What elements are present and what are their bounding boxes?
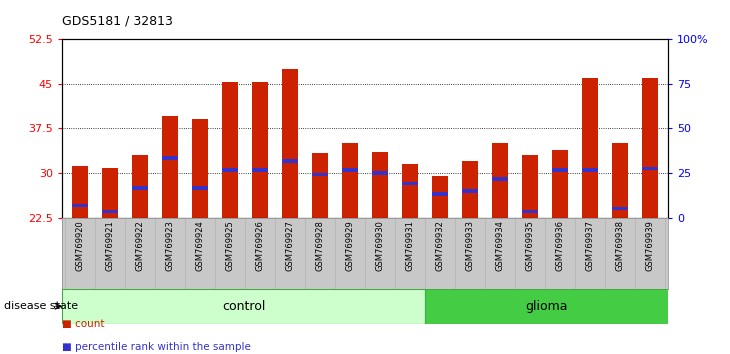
Text: GSM769931: GSM769931 bbox=[405, 220, 415, 271]
Bar bbox=[372, 171, 388, 175]
Text: control: control bbox=[222, 300, 265, 313]
Bar bbox=[431, 192, 448, 195]
Text: GSM769922: GSM769922 bbox=[136, 220, 145, 270]
Text: glioma: glioma bbox=[525, 300, 568, 313]
Bar bbox=[101, 168, 118, 218]
Text: GSM769929: GSM769929 bbox=[345, 220, 355, 270]
Text: GSM769939: GSM769939 bbox=[645, 220, 655, 271]
Bar bbox=[162, 156, 178, 160]
Text: GSM769921: GSM769921 bbox=[106, 220, 115, 270]
Bar bbox=[62, 289, 425, 324]
Text: GSM769924: GSM769924 bbox=[196, 220, 204, 270]
Bar bbox=[222, 169, 238, 172]
Bar bbox=[222, 82, 238, 218]
Bar bbox=[582, 169, 598, 172]
Bar bbox=[162, 116, 178, 218]
Text: GSM769933: GSM769933 bbox=[466, 220, 474, 271]
Text: GSM769936: GSM769936 bbox=[556, 220, 564, 271]
Bar bbox=[522, 155, 538, 218]
Bar bbox=[492, 177, 508, 181]
Bar bbox=[252, 82, 268, 218]
Text: ■ count: ■ count bbox=[62, 319, 104, 329]
Bar bbox=[431, 176, 448, 218]
Bar bbox=[72, 166, 88, 218]
Bar bbox=[132, 186, 148, 189]
Text: GSM769927: GSM769927 bbox=[285, 220, 294, 271]
Bar bbox=[522, 210, 538, 213]
Bar bbox=[552, 150, 568, 218]
Bar bbox=[372, 152, 388, 218]
Text: GSM769920: GSM769920 bbox=[75, 220, 85, 270]
Text: GSM769928: GSM769928 bbox=[315, 220, 325, 271]
Bar bbox=[282, 159, 299, 163]
Text: GSM769930: GSM769930 bbox=[375, 220, 385, 271]
Text: GSM769934: GSM769934 bbox=[496, 220, 504, 271]
Text: GSM769932: GSM769932 bbox=[436, 220, 445, 271]
Bar bbox=[612, 207, 629, 210]
Bar bbox=[72, 204, 88, 207]
Bar bbox=[342, 169, 358, 172]
Bar bbox=[312, 153, 328, 218]
Bar bbox=[642, 78, 658, 218]
Text: GSM769925: GSM769925 bbox=[226, 220, 234, 270]
Bar bbox=[612, 143, 629, 218]
Bar bbox=[252, 169, 268, 172]
Text: GSM769938: GSM769938 bbox=[615, 220, 624, 271]
Bar bbox=[402, 164, 418, 218]
Text: GSM769935: GSM769935 bbox=[526, 220, 534, 271]
Bar bbox=[132, 155, 148, 218]
Bar bbox=[462, 161, 478, 218]
Bar bbox=[312, 172, 328, 176]
Bar bbox=[101, 210, 118, 213]
Bar bbox=[492, 143, 508, 218]
Bar bbox=[425, 289, 668, 324]
Bar bbox=[192, 186, 208, 189]
Text: GSM769923: GSM769923 bbox=[166, 220, 174, 271]
Bar bbox=[282, 69, 299, 218]
Bar bbox=[192, 119, 208, 218]
Bar bbox=[402, 182, 418, 185]
Text: GSM769926: GSM769926 bbox=[255, 220, 264, 271]
Bar bbox=[642, 167, 658, 170]
Bar bbox=[582, 78, 598, 218]
Text: GSM769937: GSM769937 bbox=[585, 220, 594, 271]
Bar bbox=[462, 189, 478, 193]
Text: ■ percentile rank within the sample: ■ percentile rank within the sample bbox=[62, 342, 251, 352]
Bar bbox=[342, 143, 358, 218]
Text: disease state: disease state bbox=[4, 301, 78, 311]
Text: GDS5181 / 32813: GDS5181 / 32813 bbox=[62, 14, 173, 27]
Bar bbox=[552, 169, 568, 172]
